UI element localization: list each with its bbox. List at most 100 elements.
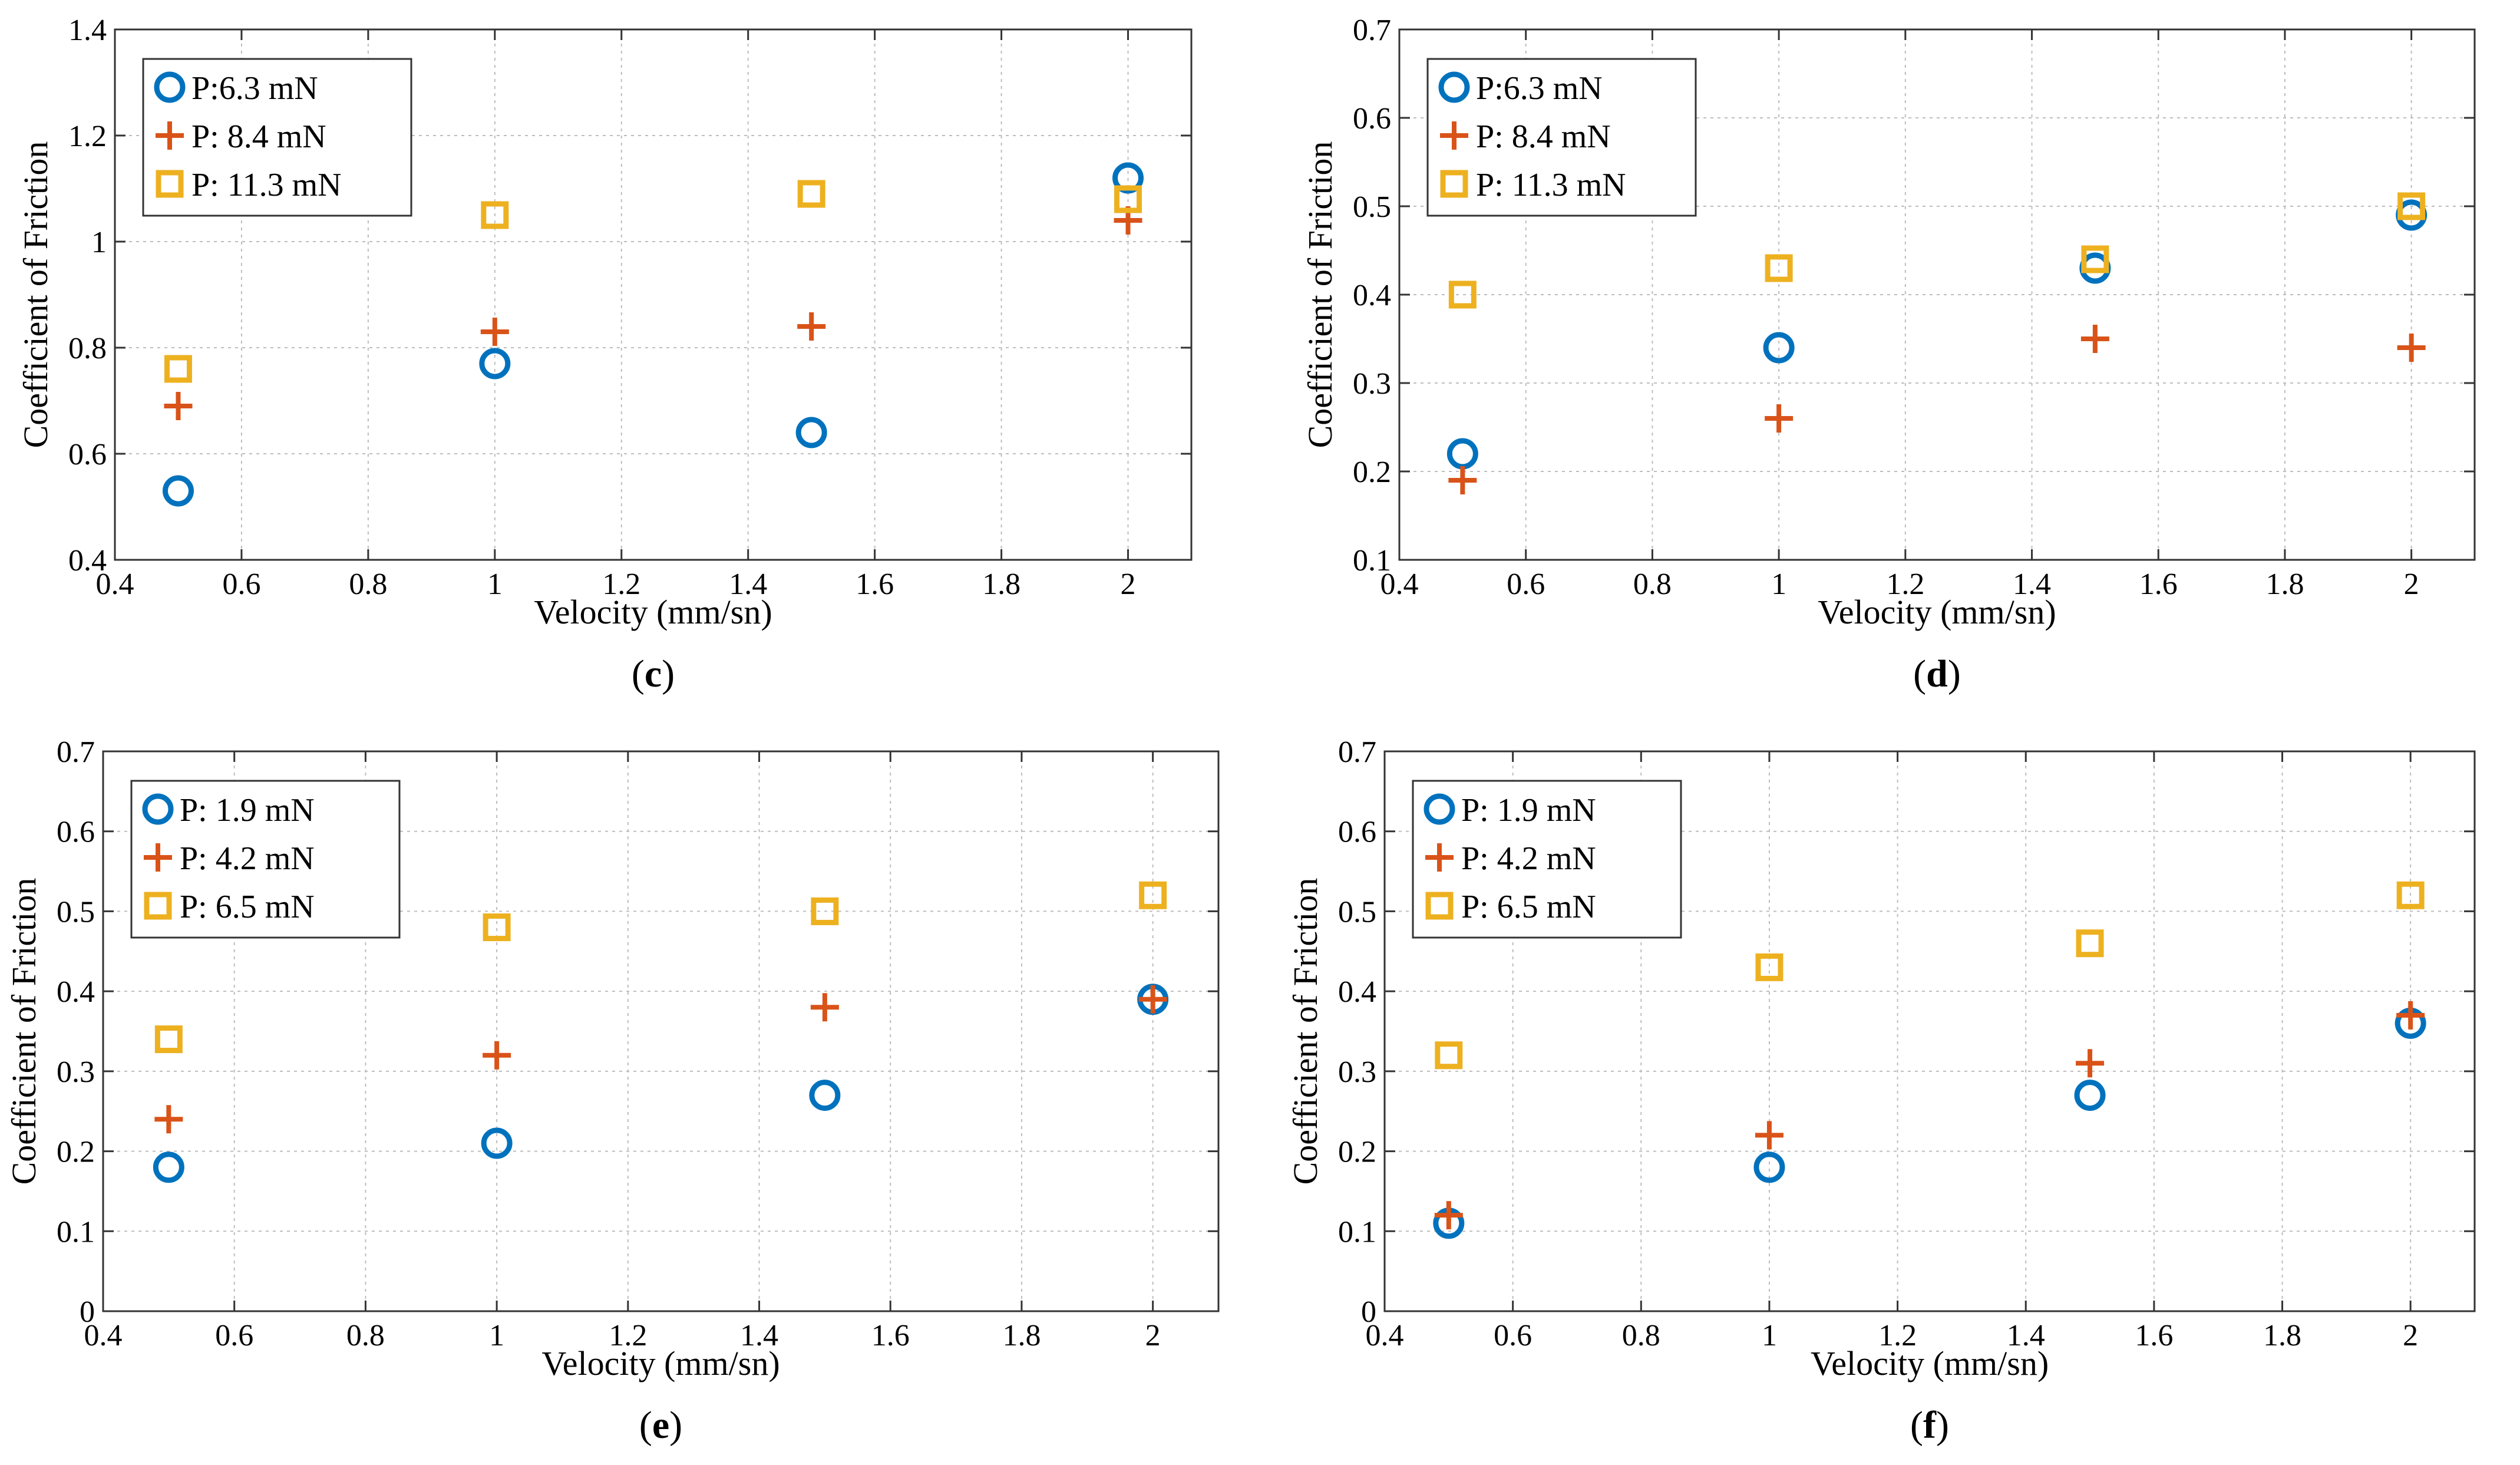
data-point-square: [2397, 192, 2426, 220]
data-point-plus: [164, 392, 193, 420]
y-tick-label: 0.6: [68, 438, 107, 471]
legend-label: P:6.3 mN: [1476, 70, 1603, 107]
x-tick-label: 1.2: [1878, 1319, 1917, 1352]
x-tick-label: 2: [2403, 1319, 2418, 1352]
x-tick-label: 1.8: [1002, 1319, 1041, 1352]
data-point-plus: [2080, 325, 2109, 353]
data-point-square: [797, 180, 825, 208]
data-point-plus: [1138, 985, 1167, 1014]
series-plus: [1434, 1001, 2425, 1230]
x-tick-label: 1.8: [2265, 567, 2304, 601]
axes-frame: [102, 750, 1220, 1312]
x-tick-label: 0.4: [84, 1319, 123, 1352]
axes-frame: [1383, 750, 2476, 1312]
x-tick-label: 1.6: [871, 1319, 910, 1352]
data-point-square: [1435, 1041, 1463, 1070]
x-tick-label: 0.6: [1507, 567, 1545, 601]
panel-caption: (f): [1910, 1404, 1949, 1447]
data-point-square: [1139, 881, 1167, 909]
y-tick-label: 0.2: [1338, 1136, 1376, 1169]
panel-caption: (c): [632, 652, 675, 695]
data-point-plus: [154, 1105, 183, 1134]
axes-frame: [114, 28, 1193, 561]
x-tick-label: 2: [2404, 567, 2419, 601]
legend-marker-square: [1440, 170, 1468, 198]
data-point-square: [154, 1025, 183, 1054]
legend-box: [142, 58, 412, 217]
panel-e: 0.4 0.6 0.8 1 1.2 1.4 1.6 1.8 2 0 0.1 0.2 0.3 0.4 0.5 0…: [5, 735, 1220, 1447]
panel-letter: e: [652, 1404, 669, 1447]
data-point-plus: [1765, 404, 1794, 433]
panel-caption: (e): [639, 1404, 682, 1447]
y-tick-label: 0.5: [1338, 895, 1376, 929]
y-tick-label: 0.6: [1338, 816, 1376, 849]
x-tick-label: 1: [1762, 1319, 1777, 1352]
x-tick-label: 1.4: [729, 567, 767, 601]
x-tick-label: 2: [1145, 1319, 1161, 1352]
y-tick-label: 0.4: [1338, 975, 1376, 1009]
data-point-circle: [1763, 332, 1795, 364]
x-tick-label: 0.6: [222, 567, 260, 601]
x-axis-label: Velocity (mm/sn): [1811, 1344, 2049, 1382]
x-tick-label: 0.4: [1366, 1319, 1404, 1352]
legend: P:6.3 mN P: 8.4 mN P: 11.3 mN: [1426, 58, 1697, 217]
x-tick-label: 1: [489, 1319, 504, 1352]
y-tick-label: 0: [1361, 1295, 1376, 1329]
x-tick-label: 1.6: [2139, 567, 2178, 601]
legend-marker-circle: [1438, 71, 1470, 103]
data-point-circle: [481, 1127, 513, 1159]
legend-marker-square: [1425, 892, 1454, 920]
y-tick-label: 0.6: [57, 816, 95, 849]
y-tick-label: 0.3: [1353, 367, 1391, 401]
y-tick-label: 0.7: [1353, 14, 1391, 47]
y-axis-label: Coefficient of Friction: [5, 878, 43, 1185]
legend-box: [130, 780, 401, 939]
panel-letter: f: [1923, 1404, 1937, 1447]
x-tick-label: 1.6: [856, 567, 894, 601]
y-tick-label: 0.6: [1353, 102, 1391, 136]
data-point-square: [481, 201, 509, 229]
y-axis-label: Coefficient of Friction: [1286, 878, 1325, 1185]
panel-caption: (d): [1913, 652, 1961, 695]
legend-marker-plus: [156, 121, 184, 150]
data-point-plus: [1434, 1201, 1463, 1230]
data-point-plus: [2076, 1049, 2105, 1078]
series-circle: [162, 162, 1144, 507]
y-tick-label: 0.7: [57, 735, 95, 769]
x-tick-label: 2: [1121, 567, 1136, 601]
legend-label: P: 4.2 mN: [180, 840, 315, 877]
x-tick-label: 0.8: [346, 1319, 385, 1352]
data-point-square: [2076, 929, 2104, 958]
data-point-plus: [797, 312, 826, 341]
x-axis-label: Velocity (mm/sn): [534, 593, 772, 631]
x-tick-label: 1.4: [2013, 567, 2051, 601]
y-tick-label: 0.7: [1338, 735, 1376, 769]
legend-marker-circle: [1424, 793, 1455, 825]
legend-label: P: 1.9 mN: [1461, 792, 1596, 829]
panel-letter: c: [645, 652, 662, 695]
data-point-circle: [809, 1080, 841, 1111]
data-point-square: [1114, 185, 1142, 213]
y-axis-label: Coefficient of Friction: [16, 141, 55, 448]
data-point-square: [1448, 281, 1477, 309]
panel-c: 0.4 0.6 0.8 1 1.2 1.4 1.6 1.8 20.40.60.811.21.4V…: [16, 14, 1193, 695]
panel-d: 0.4 0.6 0.8 1 1.2 1.4 1.6 1.8 2 0.1 0.2 0.3 0.4 0.5 0.…: [1301, 14, 2476, 695]
legend-marker-plus: [1425, 843, 1454, 872]
data-point-square: [164, 355, 192, 383]
y-tick-label: 0.5: [57, 895, 95, 929]
x-tick-label: 1.8: [982, 567, 1020, 601]
y-tick-label: 0.1: [1338, 1215, 1376, 1249]
y-tick-label: 0.4: [68, 544, 107, 578]
y-tick-label: 1.4: [68, 14, 107, 47]
legend: P: 1.9 mN P: 4.2 mN P: 6.5 mN: [1412, 780, 1682, 939]
y-tick-label: 0.1: [57, 1215, 95, 1249]
legend-marker-plus: [144, 843, 172, 872]
data-point-circle: [2074, 1080, 2106, 1111]
x-tick-label: 1.6: [2135, 1319, 2173, 1352]
data-point-circle: [153, 1151, 184, 1183]
x-tick-label: 1.2: [609, 1319, 647, 1352]
legend-box: [1412, 780, 1682, 939]
legend-label: P: 6.5 mN: [1461, 889, 1596, 925]
y-tick-label: 0.4: [1353, 279, 1391, 312]
series-plus: [164, 206, 1142, 420]
